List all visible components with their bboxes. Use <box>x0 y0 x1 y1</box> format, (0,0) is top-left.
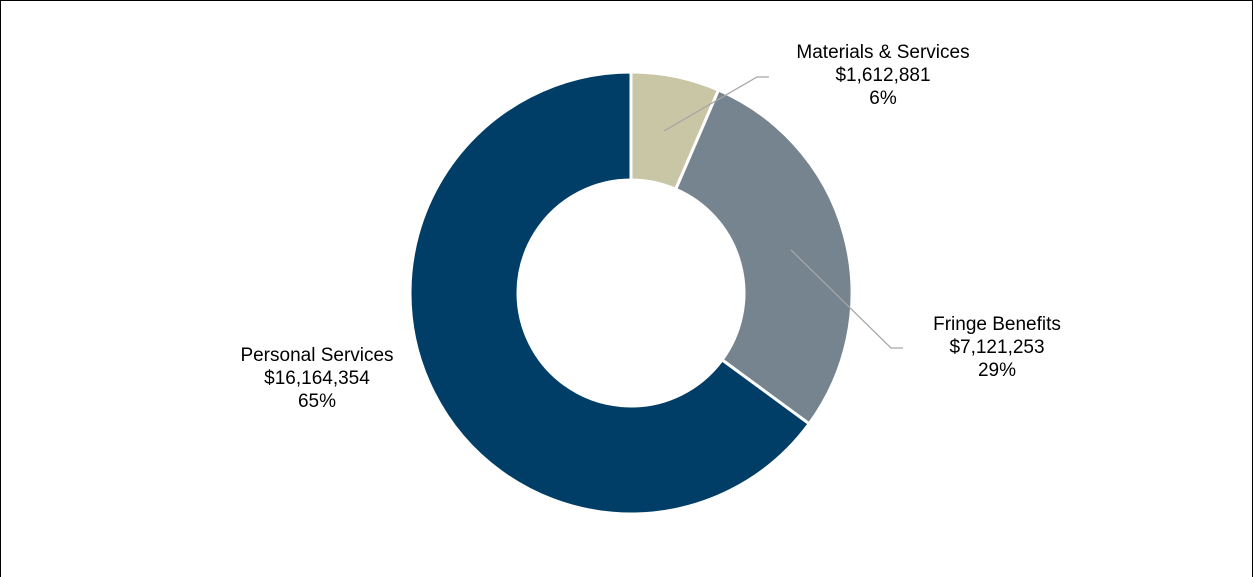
data-label-fringe-benefits-value: $7,121,253 <box>949 337 1044 358</box>
slice-fringe-benefits <box>673 88 854 426</box>
slice-personal-services <box>408 70 812 516</box>
data-label-personal-services-name: Personal Services <box>240 345 393 366</box>
data-labels-group: Materials & Services $1,612,881 6% Fringe B… <box>240 42 1060 412</box>
leader-lines-group <box>663 76 903 349</box>
leader-line-materials-services <box>663 76 769 132</box>
data-label-personal-services-percent: 65% <box>298 391 336 412</box>
data-label-fringe-benefits-percent: 29% <box>978 360 1016 381</box>
data-label-personal-services: Personal Services $16,164,354 65% <box>240 345 393 412</box>
leader-line-fringe-benefits <box>790 249 903 349</box>
data-label-materials-services: Materials & Services $1,612,881 6% <box>796 42 969 109</box>
slices-group <box>408 70 854 516</box>
data-label-materials-services-value: $1,612,881 <box>835 65 930 86</box>
data-label-fringe-benefits: Fringe Benefits $7,121,253 29% <box>933 314 1061 381</box>
data-label-personal-services-value: $16,164,354 <box>264 368 370 389</box>
data-label-materials-services-percent: 6% <box>869 88 897 109</box>
data-label-materials-services-name: Materials & Services <box>796 42 969 63</box>
data-label-fringe-benefits-name: Fringe Benefits <box>933 314 1061 335</box>
